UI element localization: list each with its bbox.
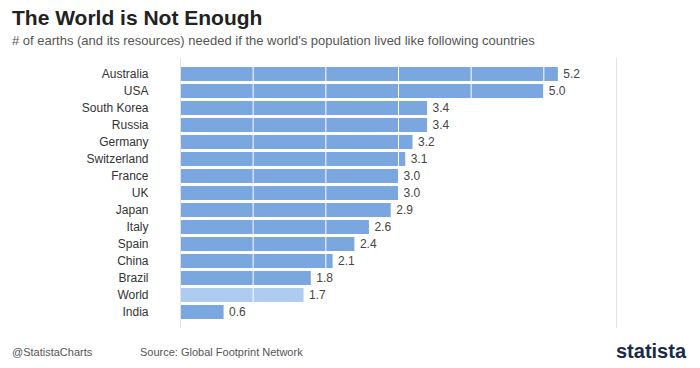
svg-text:2.1: 2.1 [338,254,355,268]
html-text:statista: statista [616,340,686,362]
svg-text:3.2: 3.2 [418,135,435,149]
svg-text:2.9: 2.9 [396,203,413,217]
svg-text:0.6: 0.6 [229,305,246,319]
svg-text:Germany: Germany [99,135,148,149]
html-text:The World is Not Enough: The World is Not Enough [12,6,263,29]
svg-text:3.0: 3.0 [404,186,421,200]
svg-text:India: India [122,305,148,319]
svg-text:3.4: 3.4 [433,101,450,115]
svg-text:Switzerland: Switzerland [86,152,148,166]
svg-text:Spain: Spain [118,237,149,251]
svg-text:1.7: 1.7 [309,288,326,302]
svg-text:Japan: Japan [116,203,149,217]
svg-text:China: China [117,254,149,268]
html-text:Source: Global Footprint Netwo: Source: Global Footprint Network [140,346,303,358]
svg-text:UK: UK [132,186,149,200]
html-text:@StatistaCharts: @StatistaCharts [12,346,93,358]
svg-text:3.0: 3.0 [404,169,421,183]
svg-text:USA: USA [124,84,149,98]
svg-text:3.4: 3.4 [433,118,450,132]
svg-text:2.4: 2.4 [360,237,377,251]
svg-text:World: World [117,288,148,302]
svg-text:2.6: 2.6 [374,220,391,234]
svg-text:Brazil: Brazil [118,271,148,285]
svg-text:Australia: Australia [102,67,149,81]
svg-text:3.1: 3.1 [411,152,428,166]
svg-text:Russia: Russia [112,118,149,132]
svg-text:5.2: 5.2 [563,67,580,81]
svg-text:5.0: 5.0 [549,84,566,98]
svg-text:France: France [111,169,149,183]
svg-text:1.8: 1.8 [316,271,333,285]
svg-text:South Korea: South Korea [82,101,149,115]
html-text:# of earths (and its resources: # of earths (and its resources) needed i… [12,33,535,48]
svg-text:Italy: Italy [126,220,148,234]
